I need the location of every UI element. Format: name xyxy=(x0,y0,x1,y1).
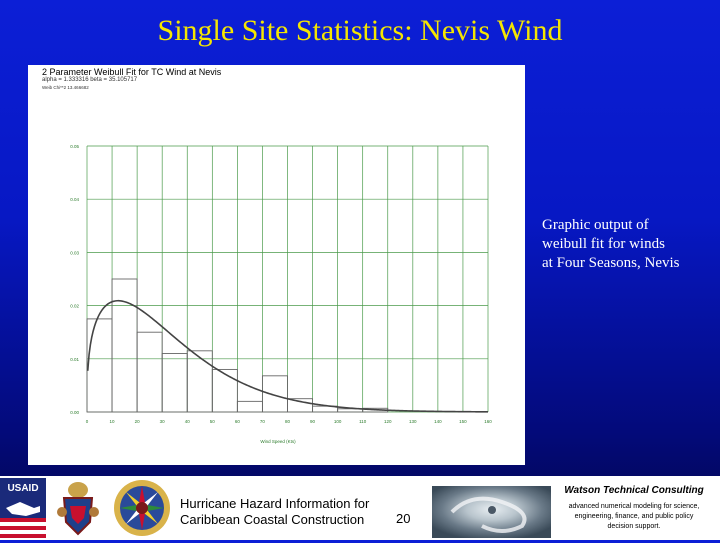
y-tick-label: 0.02 xyxy=(70,304,79,309)
chart-title: 2 Parameter Weibull Fit for TC Wind at N… xyxy=(42,67,222,77)
x-tick-label: 50 xyxy=(210,419,216,424)
y-tick-label: 0.04 xyxy=(70,197,79,202)
histogram-bar xyxy=(261,375,288,413)
histogram-bar xyxy=(161,353,188,413)
caption-line: Graphic output of xyxy=(542,217,649,233)
chart-chi-square: Weib Chi**2 13.466682 xyxy=(42,85,89,90)
x-tick-label: 20 xyxy=(135,419,141,424)
company-name: Watson Technical Consulting xyxy=(564,485,704,496)
histogram-bar xyxy=(236,400,263,413)
oas-flags-logo xyxy=(112,478,172,538)
footer-line: Caribbean Coastal Construction xyxy=(180,512,365,527)
y-tick-label: 0.00 xyxy=(70,410,79,415)
weibull-histogram-chart: 0 10 20 30 40 50 60 70 80 90 100 110 120 130 140 150 160… xyxy=(70,144,493,444)
coat-of-arms-logo xyxy=(54,478,102,538)
histogram-bar xyxy=(186,350,213,413)
y-tick-label: 0.03 xyxy=(70,250,79,255)
x-tick-label: 60 xyxy=(235,419,241,424)
slide-number: 20 xyxy=(396,511,411,526)
x-tick-label: 10 xyxy=(110,419,116,424)
slide-caption: Graphic output of weibull fit for winds … xyxy=(542,216,680,273)
slide-title: Single Site Statistics: Nevis Wind xyxy=(157,14,563,47)
y-tick-label: 0.01 xyxy=(70,357,79,362)
x-tick-label: 40 xyxy=(185,419,191,424)
company-desc-line: engineering, finance, and public policy xyxy=(574,513,694,520)
chart-grid xyxy=(86,145,489,413)
footer-line: Hurricane Hazard Information for xyxy=(180,496,370,511)
x-tick-label: 120 xyxy=(384,419,392,424)
weibull-fit-curve xyxy=(86,299,488,413)
caption-line: weibull fit for winds xyxy=(542,236,665,252)
company-block: Watson Technical Consulting advanced num… xyxy=(551,480,717,538)
histogram-bar xyxy=(86,318,113,413)
y-tick-label: 0.05 xyxy=(70,144,79,149)
company-desc-line: advanced numerical modeling for science, xyxy=(568,503,700,510)
chart-panel: 2 Parameter Weibull Fit for TC Wind at N… xyxy=(28,65,525,465)
chart-parameters: alpha = 1.333316 beta = 35.105717 xyxy=(42,77,138,83)
histogram-bar xyxy=(287,398,314,413)
x-tick-label: 0 xyxy=(86,419,89,424)
x-tick-labels: 0 10 20 30 40 50 60 70 80 90 100 110 120 130 140 150 160 xyxy=(86,419,493,424)
x-tick-label: 70 xyxy=(260,419,266,424)
histogram-bar xyxy=(211,368,238,413)
x-tick-label: 90 xyxy=(310,419,316,424)
chart-bars xyxy=(86,278,389,413)
usaid-label: USAID xyxy=(7,483,38,494)
histogram-bar xyxy=(111,278,138,413)
hurricane-satellite-image xyxy=(432,486,552,538)
company-desc-line: decision support. xyxy=(607,523,661,530)
x-tick-label: 30 xyxy=(160,419,166,424)
x-tick-label: 80 xyxy=(285,419,291,424)
x-tick-label: 160 xyxy=(484,419,492,424)
x-tick-label: 100 xyxy=(334,419,342,424)
x-tick-label: 150 xyxy=(459,419,467,424)
x-tick-label: 130 xyxy=(409,419,417,424)
x-tick-label: 110 xyxy=(359,419,367,424)
usaid-logo: USAID xyxy=(0,478,46,538)
x-axis-label: Wind Speed (Kts) xyxy=(260,439,296,444)
footer-title: Hurricane Hazard Information for Caribbe… xyxy=(180,496,369,528)
caption-line: at Four Seasons, Nevis xyxy=(542,255,680,271)
y-tick-labels: 0.00 0.01 0.02 0.03 0.04 0.05 xyxy=(70,144,79,415)
company-description: advanced numerical modeling for science,… xyxy=(551,502,717,532)
x-tick-label: 140 xyxy=(434,419,442,424)
histogram-bar xyxy=(136,331,163,413)
